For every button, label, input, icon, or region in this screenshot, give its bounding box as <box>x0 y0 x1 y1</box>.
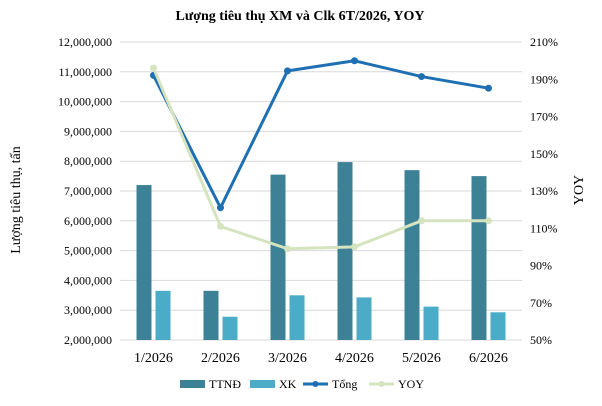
legend-label: Tổng <box>332 377 357 391</box>
y-tick-label: 8,000,000 <box>64 154 112 168</box>
line-point <box>485 217 492 225</box>
bar <box>222 316 238 340</box>
x-tick-label: 5/2026 <box>402 351 441 366</box>
x-tick-label: 1/2026 <box>134 351 173 366</box>
legend: TTNĐ XK Tổng YOY <box>180 377 424 391</box>
line-point <box>217 204 224 212</box>
y2-tick-label: 90% <box>530 259 552 273</box>
legend-swatch <box>180 380 205 388</box>
series-line <box>152 59 489 210</box>
y2-tick-label: 190% <box>530 72 558 86</box>
y-tick-label: 2,000,000 <box>64 333 112 347</box>
x-axis: 1/2026 2/2026 3/2026 4/2026 5/2026 6/2026 <box>134 351 508 366</box>
x-tick-label: 3/2026 <box>268 351 307 366</box>
legend-marker <box>378 381 385 387</box>
y2-tick-label: 170% <box>530 110 558 124</box>
legend-label: TTNĐ <box>209 377 241 391</box>
legend-swatch <box>250 380 275 388</box>
grid-lines <box>120 41 522 341</box>
series-line <box>152 67 489 251</box>
line-point <box>284 245 291 253</box>
bar <box>490 312 506 340</box>
bar <box>337 162 353 340</box>
y-axis-label: Lượng tiêu thụ, tấn <box>9 146 24 254</box>
bar <box>404 170 420 340</box>
bar <box>471 176 487 340</box>
bar <box>270 174 286 340</box>
legend-label: YOY <box>398 377 424 391</box>
y2-tick-label: 150% <box>530 147 558 161</box>
y-tick-label: 3,000,000 <box>64 303 112 317</box>
y2-tick-label: 110% <box>530 221 558 235</box>
y-tick-label: 12,000,000 <box>58 35 112 49</box>
bars-group <box>136 162 506 340</box>
x-tick-label: 4/2026 <box>335 351 374 366</box>
y2-tick-label: 50% <box>530 333 552 347</box>
y-tick-label: 5,000,000 <box>64 244 112 258</box>
y-axis-right: 50% 70% 90% 110% 130% 150% 170% 190% 210% <box>530 35 558 347</box>
x-tick-label: 6/2026 <box>469 351 508 366</box>
y2-axis-label: YOY <box>572 175 587 205</box>
bar <box>356 297 372 340</box>
y-tick-label: 11,000,000 <box>58 65 112 79</box>
y2-tick-label: 210% <box>530 35 558 49</box>
line-point <box>351 57 358 65</box>
legend-marker <box>312 381 319 387</box>
bar <box>423 306 439 340</box>
bar <box>289 295 305 340</box>
bar <box>155 290 171 340</box>
lines-group <box>150 57 492 253</box>
y2-tick-label: 130% <box>530 184 558 198</box>
bar <box>136 185 152 340</box>
line-point <box>418 73 425 81</box>
bar <box>203 290 219 340</box>
y-tick-label: 7,000,000 <box>64 184 112 198</box>
line-point <box>150 64 157 72</box>
x-tick-label: 2/2026 <box>201 351 240 366</box>
line-point <box>485 84 492 92</box>
y-tick-label: 9,000,000 <box>64 124 112 138</box>
y-tick-label: 4,000,000 <box>64 273 112 287</box>
y-tick-label: 6,000,000 <box>64 214 112 228</box>
chart-title: Lượng tiêu thụ XM và Clk 6T/2026, YOY <box>176 9 425 24</box>
legend-label: XK <box>279 377 297 391</box>
y-tick-label: 10,000,000 <box>58 95 112 109</box>
line-point <box>217 222 224 230</box>
line-point <box>418 217 425 225</box>
line-point <box>351 243 358 251</box>
y2-tick-label: 70% <box>530 296 552 310</box>
line-point <box>284 67 291 75</box>
y-axis-left: 2,000,000 3,000,000 4,000,000 5,000,000 6,00… <box>58 35 112 347</box>
